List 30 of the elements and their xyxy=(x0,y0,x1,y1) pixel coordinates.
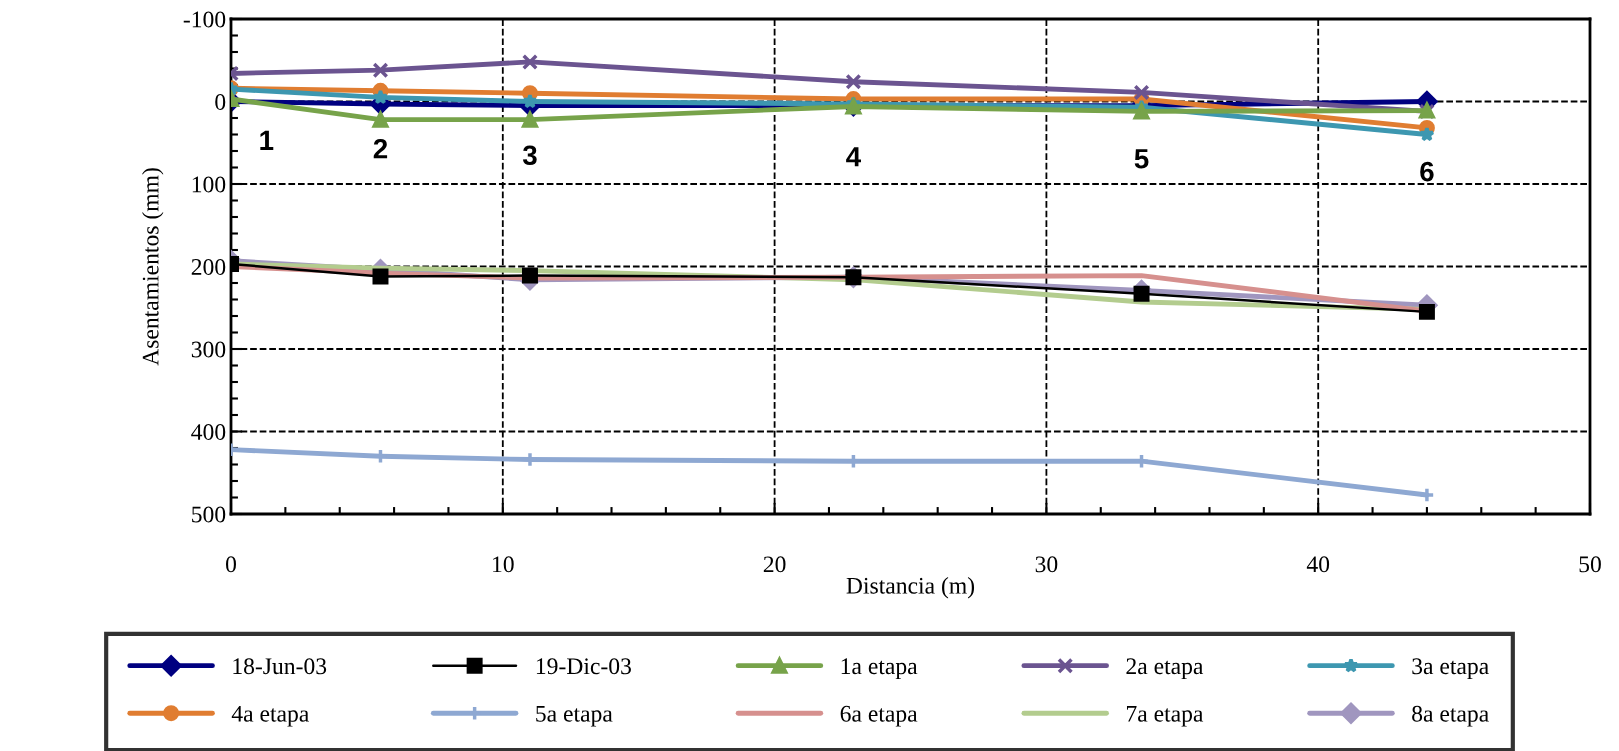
legend-label: 8a etapa xyxy=(1412,705,1489,727)
y-tick-label: 0 xyxy=(215,93,226,110)
x-tick-label: 10 xyxy=(493,556,514,573)
legend-label: 18-Jun-03 xyxy=(233,658,327,675)
legend-label: 4a etapa xyxy=(231,705,309,727)
y-tick-label: 400 xyxy=(191,423,226,440)
annotation: 3 xyxy=(522,145,537,166)
y-tick-label: 300 xyxy=(191,341,226,358)
annotation: 4 xyxy=(846,147,861,167)
legend-label: 6a etapa xyxy=(840,705,918,727)
y-axis-title: Asentamientos (mm) xyxy=(142,168,164,366)
y-tick-label: 500 xyxy=(192,506,226,523)
x-tick-label: 50 xyxy=(1579,556,1601,573)
annotation: 6 xyxy=(1420,161,1434,182)
y-tick-label: 100 xyxy=(192,176,226,193)
y-tick-label: -100 xyxy=(183,11,226,28)
x-tick-label: 30 xyxy=(1035,556,1058,573)
annotation: 1 xyxy=(260,130,274,150)
annotation: 2 xyxy=(373,138,388,159)
legend-label: 5a etapa xyxy=(536,706,613,727)
legend-label: 3a etapa xyxy=(1412,658,1489,679)
legend-label: 1a etapa xyxy=(841,658,918,679)
x-tick-label: 20 xyxy=(763,556,786,573)
legend-label: 7a etapa xyxy=(1126,706,1204,727)
x-tick-label: 40 xyxy=(1306,556,1330,573)
annotation: 5 xyxy=(1134,149,1149,169)
x-axis-title: Distancia (m) xyxy=(846,577,975,599)
legend-label: 19-Dic-03 xyxy=(536,658,631,675)
legend-label: 2a etapa xyxy=(1126,658,1204,679)
y-tick-label: 200 xyxy=(191,258,226,275)
